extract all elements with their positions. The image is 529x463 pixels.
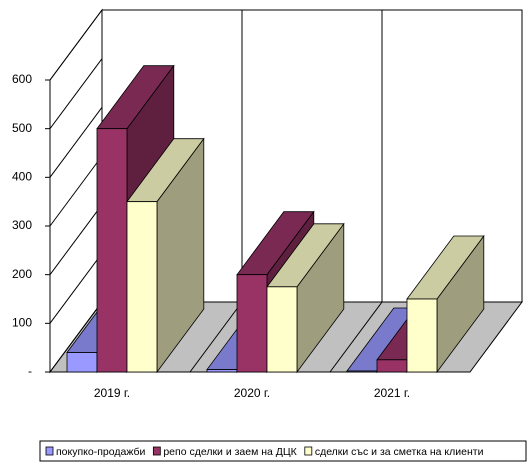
- x-tick-label: 2020 г.: [234, 386, 270, 400]
- legend-label: покупко-продажби: [56, 446, 145, 458]
- legend-swatch: [45, 446, 54, 456]
- y-tick-label: 300: [12, 218, 32, 232]
- legend: покупко-продажби репо сделки и заем на ДЦ…: [39, 440, 527, 462]
- bar: [266, 286, 298, 373]
- legend-swatch: [152, 446, 161, 456]
- legend-box: [39, 440, 527, 462]
- grid-line: [49, 253, 103, 324]
- bar: [126, 201, 158, 373]
- grid-line: [49, 301, 103, 373]
- y-tick-label: 600: [12, 72, 32, 86]
- grid-line: [49, 58, 103, 129]
- legend-swatch: [304, 446, 313, 456]
- bar: [206, 369, 238, 373]
- x-tick-label: 2021 г.: [374, 386, 410, 400]
- bar: [66, 352, 98, 373]
- bar: [346, 370, 378, 373]
- x-tick-label: 2019 г.: [94, 386, 130, 400]
- bar: [406, 298, 438, 373]
- category-divider: [189, 301, 243, 373]
- bar: [96, 128, 128, 373]
- legend-label: репо сделки и заем на ДЦК: [163, 446, 297, 458]
- grid-line: [49, 204, 103, 275]
- y-tick-label: 100: [12, 316, 32, 330]
- y-tick-label: 400: [12, 170, 32, 184]
- bar: [236, 274, 268, 373]
- category-divider: [329, 301, 383, 373]
- bar: [376, 359, 408, 373]
- y-tick-label: -: [28, 364, 32, 378]
- grid-line: [49, 155, 103, 227]
- y-tick-label: 500: [12, 121, 32, 135]
- grid-line: [49, 9, 103, 81]
- legend-label: сделки със и за сметка на клиенти: [315, 446, 484, 458]
- grid-line: [49, 107, 103, 178]
- y-tick-label: 200: [12, 267, 32, 281]
